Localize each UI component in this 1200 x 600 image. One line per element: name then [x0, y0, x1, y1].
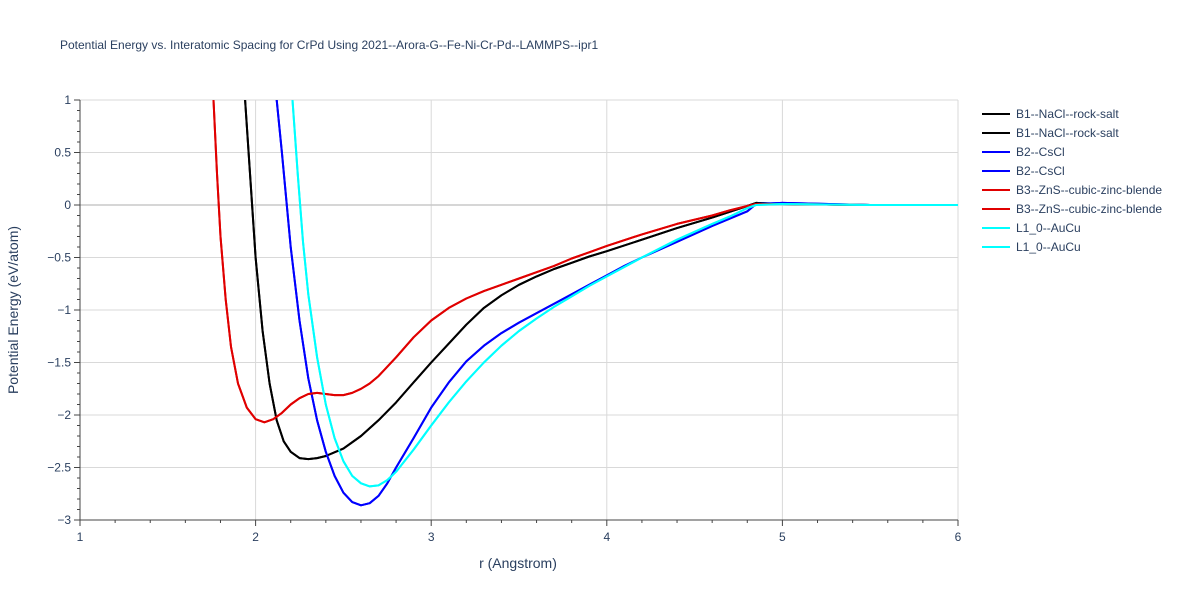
legend-item[interactable]: B2--CsCl	[982, 145, 1065, 159]
x-axis-title: r (Angstrom)	[479, 555, 557, 571]
x-tick-label: 1	[77, 530, 84, 544]
x-tick-label: 4	[603, 530, 610, 544]
legend-item[interactable]: B3--ZnS--cubic-zinc-blende	[982, 183, 1162, 197]
series-line-1	[244, 100, 958, 461]
legend-label: B1--NaCl--rock-salt	[1016, 126, 1119, 140]
x-tick-label: 3	[428, 530, 435, 544]
legend-item[interactable]: B2--CsCl	[982, 164, 1065, 178]
y-tick-label: −2.5	[47, 461, 71, 475]
y-tick-label: −1	[57, 303, 71, 317]
legend-label: B3--ZnS--cubic-zinc-blende	[1016, 202, 1162, 216]
y-tick-label: 1	[64, 93, 71, 107]
legend-item[interactable]: B1--NaCl--rock-salt	[982, 126, 1119, 140]
x-tick-label: 5	[779, 530, 786, 544]
y-tick-label: 0.5	[54, 146, 71, 160]
y-tick-label: −2	[57, 408, 71, 422]
x-tick-label: 2	[252, 530, 259, 544]
y-tick-label: −1.5	[47, 356, 71, 370]
legend-item[interactable]: B3--ZnS--cubic-zinc-blende	[982, 202, 1162, 216]
legend-item[interactable]: B1--NaCl--rock-salt	[982, 107, 1119, 121]
legend-label: B1--NaCl--rock-salt	[1016, 107, 1119, 121]
series-layer	[212, 100, 958, 507]
grid-layer	[80, 99, 959, 520]
y-tick-label: −0.5	[47, 251, 71, 265]
y-axis-title: Potential Energy (eV/atom)	[5, 226, 21, 394]
legend-label: B3--ZnS--cubic-zinc-blende	[1016, 183, 1162, 197]
series-line-7	[291, 100, 958, 488]
legend-label: B2--CsCl	[1016, 164, 1065, 178]
series-line-3	[275, 100, 958, 507]
y-tick-label: 0	[64, 198, 71, 212]
y-tick-label: −3	[57, 513, 71, 527]
legend-item[interactable]: L1_0--AuCu	[982, 221, 1081, 235]
legend: B1--NaCl--rock-salt B1--NaCl--rock-salt B2…	[982, 107, 1162, 254]
chart-title: Potential Energy vs. Interatomic Spacing…	[60, 38, 598, 52]
legend-label: B2--CsCl	[1016, 145, 1065, 159]
legend-label: L1_0--AuCu	[1016, 221, 1081, 235]
series-line-5	[212, 100, 958, 424]
x-tick-label: 6	[955, 530, 962, 544]
legend-item[interactable]: L1_0--AuCu	[982, 240, 1081, 254]
axis-layer: 1 2 3 4 5 6 1 0.5 0 −0.5 −1 −1.5 −2 −2.5 −3	[47, 93, 961, 544]
legend-label: L1_0--AuCu	[1016, 240, 1081, 254]
